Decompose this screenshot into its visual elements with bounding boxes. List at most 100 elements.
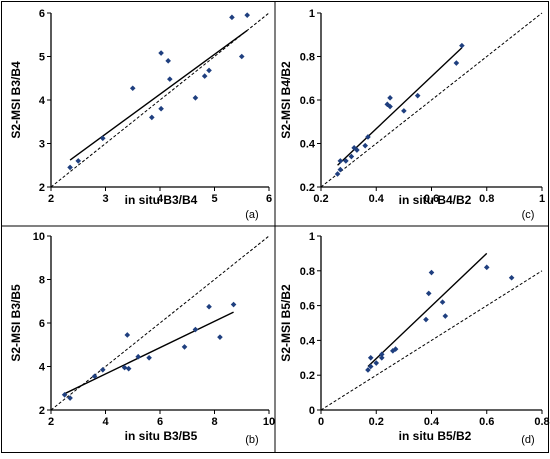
- x-axis-label: in situ B5/B2: [399, 429, 472, 443]
- x-tick-label: 6: [157, 416, 163, 428]
- data-point: [75, 158, 82, 164]
- data-point: [135, 353, 141, 360]
- data-point: [91, 373, 98, 380]
- data-point: [442, 313, 449, 319]
- data-point: [230, 301, 237, 308]
- chart-panel: 2 3 4 5 6 2 3 4 5 6 in situ B3/B4 S2-MSI B3/B4 (a): [9, 8, 272, 221]
- data-point: [244, 12, 250, 18]
- data-point: [125, 365, 132, 372]
- panel-label: (b): [245, 434, 258, 446]
- data-point: [206, 67, 212, 74]
- regression-line: [69, 29, 248, 161]
- regression-line: [367, 252, 488, 368]
- data-point: [146, 355, 152, 361]
- panel-label: (a): [245, 209, 258, 221]
- y-tick-label: 6: [39, 318, 45, 330]
- data-point: [99, 366, 106, 373]
- data-point: [165, 58, 171, 64]
- one-to-one-line: [320, 270, 543, 411]
- data-point: [192, 326, 199, 333]
- data-point: [365, 367, 371, 373]
- data-point: [192, 95, 199, 101]
- x-tick-label: 2: [48, 193, 54, 205]
- x-tick-label: 0.2: [313, 193, 328, 205]
- y-tick-label: 6: [39, 8, 45, 20]
- y-tick-label: 2: [39, 405, 45, 417]
- x-tick-label: 3: [102, 193, 108, 205]
- panel-label: (c): [522, 209, 535, 221]
- y-tick-label: 3: [39, 139, 45, 151]
- data-point: [392, 346, 399, 352]
- data-point: [337, 158, 344, 164]
- y-axis-label: S2-MSI B3/B5: [9, 284, 23, 362]
- data-point: [351, 145, 357, 151]
- y-axis-label: S2-MSI B5/B2: [279, 284, 293, 362]
- data-point: [334, 171, 341, 177]
- chart-panel: 0 0.2 0.4 0.6 0.8 0 0.2 0.4 0.6 0.8 1 in situ B5/B2…: [279, 231, 550, 446]
- data-point: [428, 269, 435, 276]
- data-point: [217, 334, 223, 340]
- data-point: [238, 53, 245, 60]
- data-point: [67, 164, 73, 171]
- y-tick-label: 0.2: [300, 370, 315, 382]
- data-point: [121, 364, 128, 371]
- x-axis-label: in situ B3/B4: [125, 193, 198, 207]
- y-tick-label: 0.4: [300, 335, 316, 347]
- x-tick-label: 1: [539, 193, 545, 205]
- data-point: [367, 355, 374, 361]
- data-point: [387, 103, 393, 110]
- data-point: [367, 363, 374, 370]
- data-point: [158, 105, 164, 112]
- data-point: [229, 14, 235, 21]
- data-point: [354, 147, 360, 153]
- x-tick-label: 0.2: [369, 416, 384, 428]
- data-point: [124, 332, 131, 338]
- panels: 2 3 4 5 6 2 3 4 5 6 in situ B3/B4 S2-MSI B3/B4 (a) 0.…: [9, 8, 550, 446]
- regression-line: [337, 47, 463, 166]
- x-tick-label: 0.8: [479, 193, 494, 205]
- y-tick-label: 0.4: [300, 139, 316, 151]
- panel-label: (d): [521, 434, 534, 446]
- data-point: [337, 166, 344, 173]
- one-to-one-line: [50, 235, 270, 411]
- data-point: [401, 108, 407, 114]
- y-tick-label: 0.6: [300, 301, 315, 313]
- chart-panel: 0.2 0.4 0.6 0.8 1 0.2 0.4 0.6 0.8 1 in situ B4/B2 S…: [279, 8, 545, 221]
- data-point: [348, 153, 355, 160]
- y-tick-label: 8: [39, 275, 45, 287]
- x-tick-label: 0.4: [424, 416, 440, 428]
- data-point: [206, 303, 212, 310]
- data-point: [201, 73, 208, 79]
- data-point: [423, 316, 429, 323]
- data-point: [373, 360, 380, 366]
- y-tick-label: 0.6: [300, 95, 315, 107]
- y-tick-label: 0: [309, 405, 315, 417]
- chart-panel: 2 4 6 8 10 2 4 6 8 10 in situ B3/B5 S2-MSI B3/B5 (b): [9, 231, 275, 446]
- data-point: [425, 290, 432, 297]
- data-point: [158, 50, 164, 56]
- data-point: [459, 42, 465, 49]
- data-point: [384, 101, 391, 108]
- x-axis-label: in situ B3/B5: [125, 429, 198, 443]
- data-point: [181, 344, 188, 350]
- one-to-one-line: [50, 12, 270, 188]
- x-tick-label: 0.6: [424, 193, 439, 205]
- y-tick-label: 0.8: [300, 266, 315, 278]
- y-tick-label: 5: [39, 52, 45, 64]
- regression-line: [64, 311, 234, 395]
- data-point: [414, 92, 421, 99]
- x-tick-label: 4: [102, 416, 109, 428]
- y-tick-label: 4: [39, 362, 46, 374]
- data-point: [387, 95, 393, 101]
- data-point: [365, 134, 371, 140]
- y-tick-label: 1: [309, 231, 315, 243]
- x-tick-label: 8: [211, 416, 217, 428]
- data-point: [99, 135, 106, 142]
- data-point: [129, 85, 136, 92]
- y-tick-label: 2: [39, 182, 45, 194]
- x-tick-label: 4: [157, 193, 164, 205]
- data-point: [453, 60, 460, 66]
- x-tick-label: 0.8: [534, 416, 549, 428]
